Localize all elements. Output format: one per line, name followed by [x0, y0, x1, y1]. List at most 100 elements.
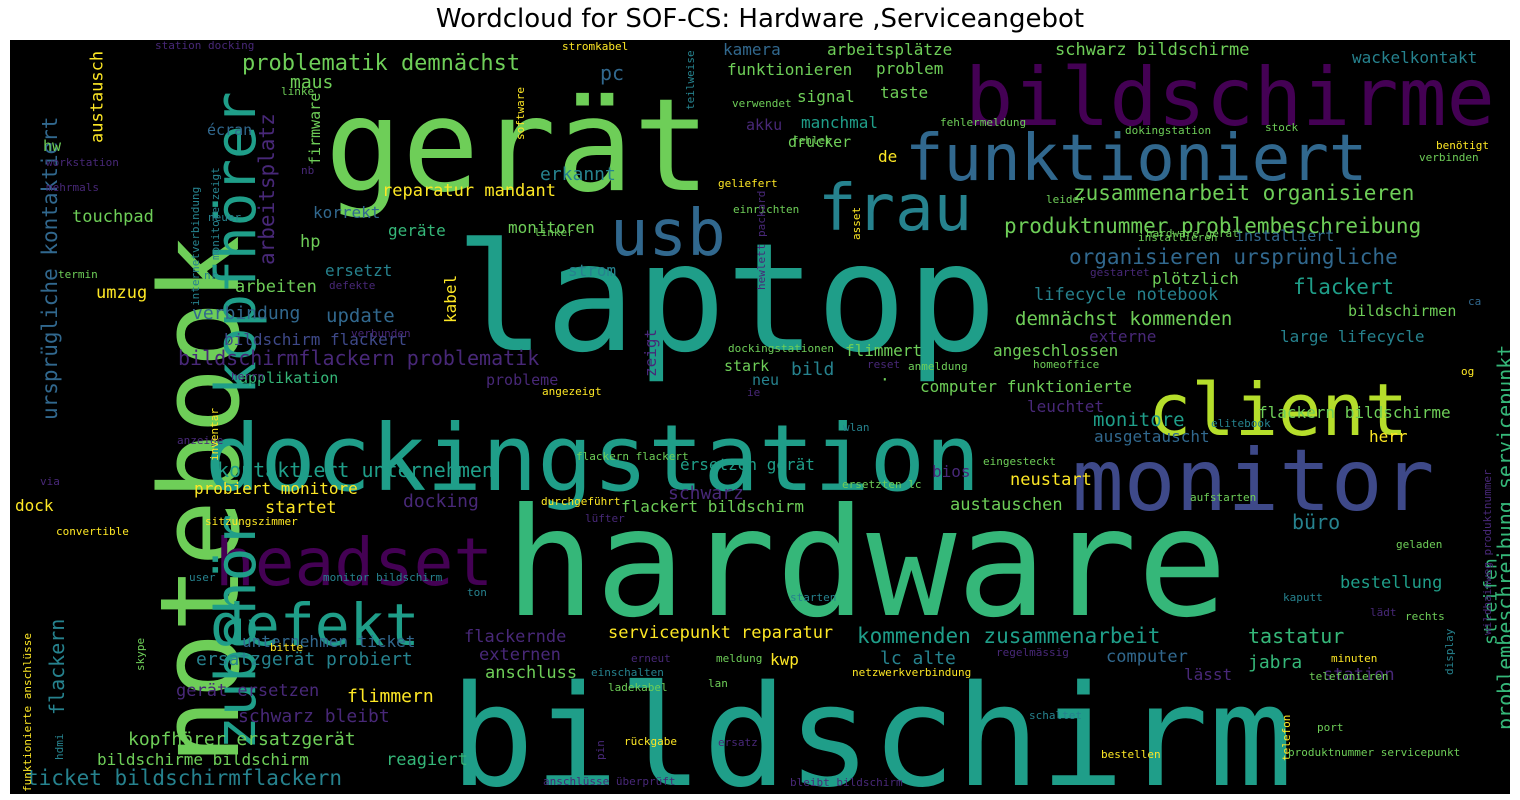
- word-taste: taste: [880, 83, 928, 102]
- word-plotzlich: plötzlich: [1152, 269, 1239, 288]
- word-arbeitsplatz: arbeitsplatz: [255, 113, 279, 265]
- word-schwarz: schwarz: [668, 483, 744, 504]
- word-hardware-gerat: hardware gerät: [1146, 227, 1239, 240]
- wordcloud-svg: hardwarebildschirmlaptopgerätnotebookdoc…: [15, 40, 1510, 794]
- word-probleme: probleme: [486, 371, 558, 389]
- word-monitore-zeigt: monitore zeigt: [209, 167, 222, 260]
- word-firmware: firmware: [306, 93, 324, 165]
- word-lasst: lässt: [1184, 665, 1232, 684]
- word-fehler: fehler: [792, 134, 832, 147]
- word-user: user: [189, 571, 216, 584]
- word-maus: maus: [290, 72, 333, 93]
- word-monitor: monitor: [1072, 431, 1434, 531]
- word-notebook: notebook: [136, 235, 264, 765]
- word-flackernde: flackernde: [464, 627, 566, 647]
- word-kamera: kamera: [723, 40, 781, 59]
- word-anmeldung: anmeldung: [908, 360, 968, 373]
- word-lan: lan: [708, 677, 728, 690]
- word-workstation: workstation: [46, 156, 119, 169]
- word-verwendet: verwendet: [732, 97, 792, 110]
- word-anschluss: anschluss: [485, 663, 577, 683]
- word-neuer: neuer: [208, 211, 241, 224]
- word-ersetzten-lc: ersetzten lc: [842, 478, 921, 491]
- word-dock: dock: [15, 496, 54, 515]
- word-bios: bios: [932, 462, 971, 481]
- word-sitzungszimmer: sitzungszimmer: [205, 515, 298, 528]
- word-ladt: lädt: [1370, 606, 1397, 619]
- word-frau: frau: [818, 172, 972, 246]
- word-usb: usb: [610, 197, 726, 271]
- word-station-docking: station docking: [155, 40, 254, 52]
- word-anzeige: anzeige: [177, 434, 223, 447]
- word-eingesteckt: eingesteckt: [983, 455, 1056, 468]
- word-linke: linke: [281, 85, 314, 98]
- word-streifen: streifen: [1480, 558, 1501, 645]
- word-jabra: jabra: [1248, 652, 1302, 673]
- word-dockingstation: dockingstation: [205, 405, 980, 512]
- word-installieren: installieren: [1138, 231, 1217, 244]
- word-produktnummer-servicepunkt: produktnummer servicepunkt: [1288, 746, 1460, 759]
- word-servicepunkt-reparatur: servicepunkt reparatur: [608, 623, 833, 643]
- word-arbeiten: arbeiten: [235, 277, 317, 297]
- word-geladen: geladen: [1396, 538, 1442, 551]
- word-manchmal: manchmal: [801, 113, 878, 132]
- word-benotigt: benötigt: [1436, 139, 1489, 152]
- word-applikation: applikation: [239, 369, 338, 387]
- chart-title: Wordcloud for SOF-CS: Hardware ,Servicea…: [435, 4, 1085, 34]
- word-bildschirmen: bildschirmen: [1348, 302, 1456, 320]
- word-flackern-flackert: flackern flackert: [576, 450, 689, 463]
- word-docking: docking: [403, 491, 479, 512]
- word-korrekt: korrekt: [313, 203, 380, 222]
- word-organisieren-ursprungliche: organisieren ursprüngliche: [1069, 245, 1398, 269]
- word-erkannt: erkannt: [540, 164, 616, 185]
- word-kabel: kabel: [441, 275, 460, 323]
- word-kwp: kwp: [770, 650, 799, 669]
- word-austausch: austausch: [88, 51, 108, 143]
- word-hw: hw: [43, 137, 62, 155]
- word-ersetzen-gerat: ersetzen gerät: [680, 455, 815, 474]
- word-dokingstation: dokingstation: [1125, 124, 1211, 137]
- word-bild: bild: [791, 359, 834, 380]
- word-inventar: inventar: [208, 408, 221, 461]
- word-stromkabel: stromkabel: [562, 40, 628, 53]
- word-bestellen: bestellen: [1101, 748, 1161, 761]
- word-og: og: [1461, 365, 1474, 378]
- word-minuten: minuten: [1331, 652, 1377, 665]
- word-gerat-ersetzen: gerät ersetzen: [176, 681, 319, 701]
- word-wackelkontakt: wackelkontakt: [1352, 48, 1477, 67]
- word-wlan: wlan: [843, 421, 870, 434]
- word-externen: externen: [479, 645, 561, 665]
- word-verbunden: verbunden: [351, 327, 411, 340]
- word-telefon: telefon: [1280, 715, 1293, 761]
- word-funktioniert: funktioniert: [905, 122, 1367, 196]
- word-ie: ie: [747, 386, 760, 399]
- word-regelmassig: regelmässig: [996, 646, 1069, 659]
- word-touchpad: touchpad: [72, 207, 154, 227]
- word-lufter: lüfter: [585, 512, 625, 525]
- word-dot: ·: [880, 370, 890, 389]
- word-station: station: [1323, 665, 1395, 685]
- word-problembeschreibung-servicepunkt: problembeschreibung servicepunkt: [1493, 345, 1510, 730]
- word-herr: herr: [1369, 427, 1408, 446]
- word-leuchtet: leuchtet: [1027, 397, 1104, 416]
- word-reparatur-mandant: reparatur mandant: [382, 181, 556, 201]
- word-rechts: rechts: [1405, 610, 1445, 623]
- word-einrichten: einrichten: [733, 203, 799, 216]
- word-flimmert: flimmert: [845, 341, 922, 360]
- word-monitore: monitore: [1093, 409, 1185, 431]
- word-bildschirm-flackert: bildschirm flackert: [224, 330, 407, 349]
- word-termin: termin: [58, 268, 98, 281]
- word-gerat: gerät: [325, 72, 710, 221]
- word-zubehor: zubehör: [204, 514, 269, 750]
- word-verbindung: verbindung: [192, 303, 300, 324]
- word-kaputt: kaputt: [1283, 591, 1323, 604]
- word-schwarz-bildschirme: schwarz bildschirme: [1055, 40, 1249, 60]
- word-hewlett-packard: hewlett packard: [755, 191, 768, 290]
- word-ruckgabe: rückgabe: [624, 735, 677, 748]
- word-startet: startet: [265, 498, 337, 518]
- word-funktionierte-anschlusse: funktionierte anschlüsse: [21, 633, 34, 792]
- word-leider: leider: [1046, 193, 1086, 206]
- word-flackert-bildschirm: flackert bildschirm: [621, 497, 804, 516]
- word-gestartet: gestartet: [1090, 266, 1150, 279]
- word-zeigt: zeigt: [641, 329, 660, 377]
